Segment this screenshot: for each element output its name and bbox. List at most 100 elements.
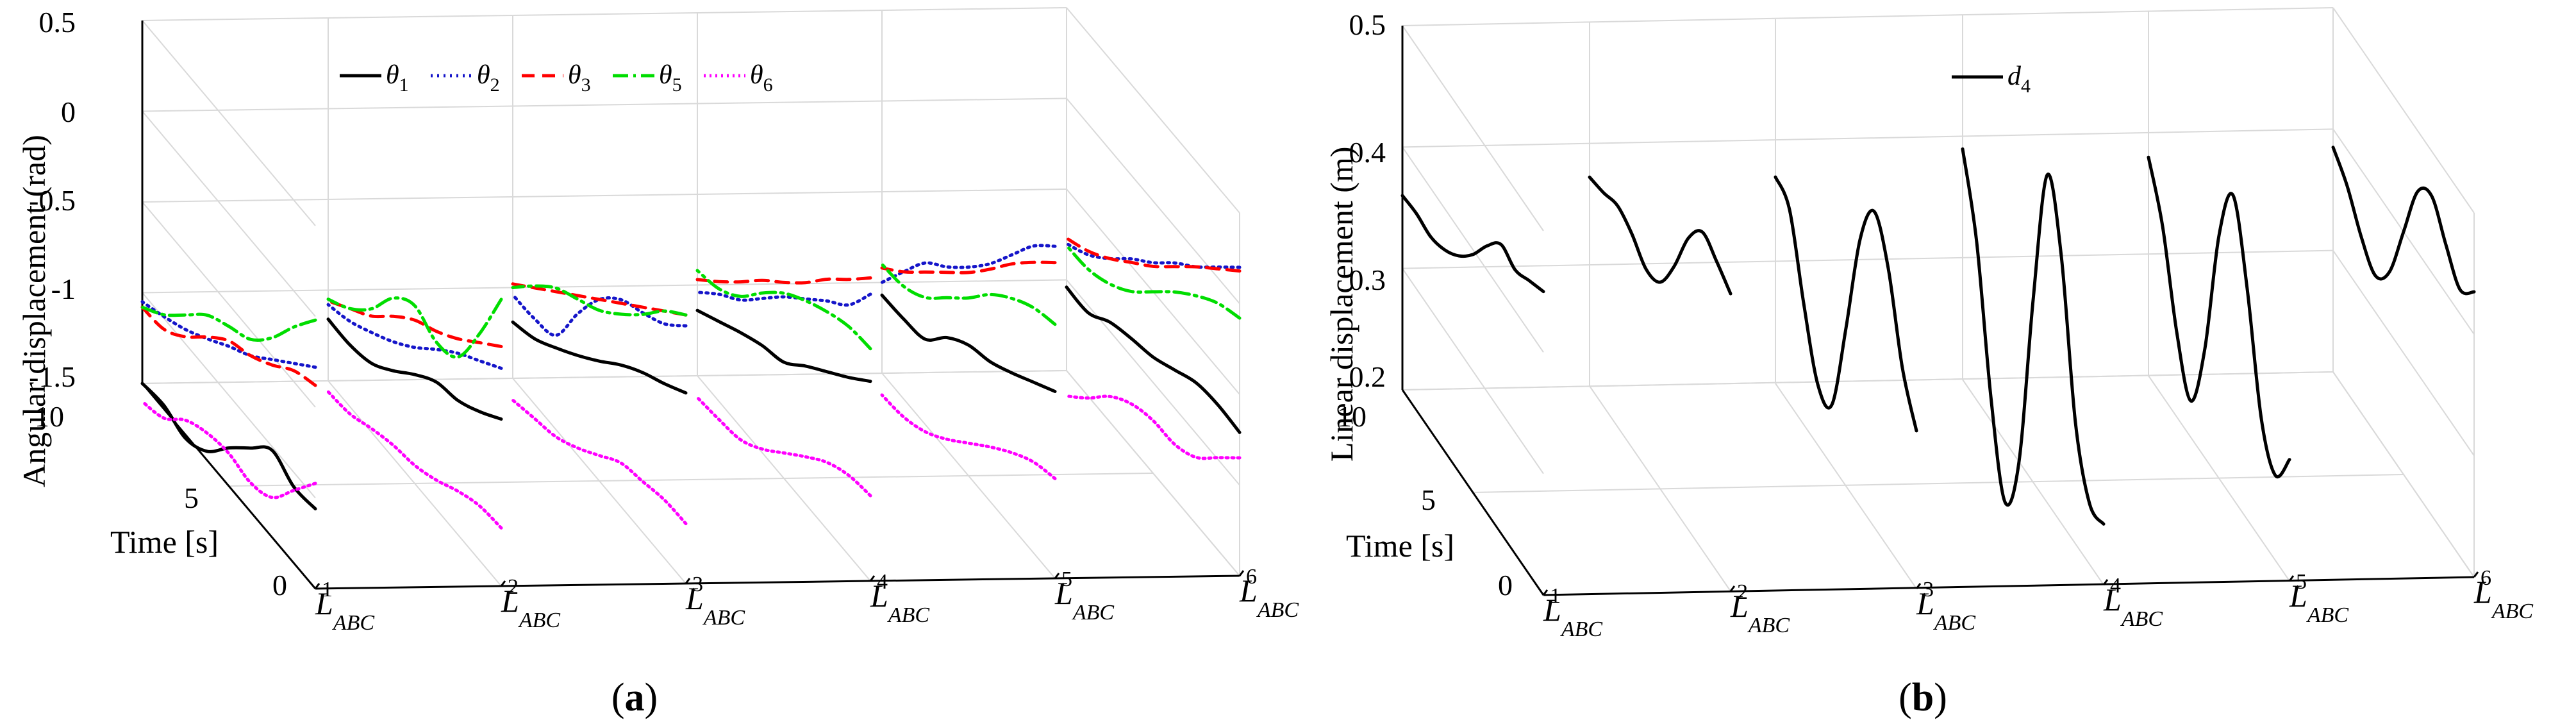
x-tick	[2288, 575, 2295, 582]
x-tick	[1542, 589, 1549, 596]
grid-line-side	[142, 110, 316, 317]
x-tick	[2102, 579, 2109, 585]
z-axis-title: Angular displacement (rad)	[16, 135, 52, 487]
series-line-theta6-cat3	[511, 398, 688, 526]
y-tick-label: 10	[1337, 400, 1367, 433]
category-label: LABC4	[870, 570, 929, 627]
panel-b-series	[1400, 146, 2476, 526]
series-line-d4-cat3	[1774, 175, 1918, 433]
legend: d4	[1952, 62, 2031, 97]
legend-label-theta2: θ2	[477, 60, 500, 96]
category-label: LABC2	[501, 575, 560, 632]
series-line-theta5-cat6	[1065, 244, 1242, 320]
category-label: LABC5	[1054, 567, 1114, 625]
z-tick-label: -1	[51, 273, 76, 305]
x-axis-line	[1543, 576, 2475, 596]
category-label: LABC1	[315, 578, 374, 635]
series-line-theta2-cat4	[695, 290, 872, 307]
series-line-theta1-cat2	[326, 317, 503, 421]
grid-line-back-horizontal	[142, 279, 1067, 294]
series-line-d4-cat6	[2331, 146, 2476, 296]
grid-line-floor	[1472, 474, 2404, 493]
category-label: LABC6	[1239, 565, 1299, 622]
y-axis-line	[1401, 389, 1545, 596]
chart-panel-a: 0.5 0 -0.5 -1 -1.5 10 5 0 Angular displa…	[16, 6, 1299, 719]
y-axis-title: Time [s]	[110, 524, 219, 560]
series-line-theta6-cat5	[880, 393, 1057, 480]
grid-line-side	[142, 292, 316, 499]
y-tick-label: 10	[35, 400, 64, 433]
x-axis-line	[315, 575, 1240, 590]
series-line-theta1-cat6	[1065, 285, 1242, 434]
panel-b-axes	[1401, 26, 2479, 596]
x-tick	[1729, 585, 1736, 592]
panel-label-a: (a)	[611, 676, 658, 719]
grid-line-side	[142, 20, 316, 226]
panel-label-b: (b)	[1899, 676, 1947, 719]
y-axis-title: Time [s]	[1346, 528, 1454, 564]
z-tick-label: 0.2	[1349, 360, 1386, 393]
series-line-theta3-cat5	[880, 260, 1057, 274]
z-tick-label: -1.5	[29, 360, 76, 393]
grid-line-side	[1066, 7, 1240, 214]
series-line-theta5-cat5	[880, 262, 1057, 326]
grid-line-side	[1402, 25, 1544, 231]
grid-line-back-horizontal	[142, 7, 1067, 21]
grid-line-floor	[228, 473, 1154, 487]
y-tick-label: 0	[1498, 569, 1513, 601]
series-line-theta1-cat3	[511, 320, 688, 395]
z-tick-label: 0.5	[39, 6, 76, 38]
z-tick-label: 0	[61, 96, 76, 128]
series-line-theta1-cat1	[140, 382, 317, 510]
series-line-theta2-cat6	[1065, 242, 1242, 269]
series-line-d4-cat5	[2147, 155, 2291, 479]
grid-line-side	[1066, 279, 1240, 486]
x-tick	[314, 583, 320, 589]
series-line-theta5-cat2	[326, 296, 503, 359]
panel-a-series	[140, 236, 1242, 530]
category-label: LABC1	[1543, 584, 1602, 641]
chart-panel-b: 0.5 0.4 0.3 0.2 10 5 0 Linear displaceme…	[1324, 7, 2533, 719]
series-line-theta3-cat4	[695, 276, 872, 285]
legend-label-theta6: θ6	[750, 60, 773, 96]
series-line-theta6-cat4	[695, 396, 872, 498]
series-line-theta1-cat4	[695, 308, 872, 383]
series-line-theta5-cat3	[511, 284, 688, 317]
grid-line-side	[1402, 146, 1544, 353]
series-line-theta5-cat1	[140, 305, 317, 342]
grid-line-back-horizontal	[1402, 249, 2334, 269]
grid-line-side	[2332, 250, 2475, 457]
grid-line-back-horizontal	[142, 189, 1067, 203]
series-line-theta5-cat4	[695, 269, 872, 351]
z-tick-label: 0.3	[1349, 264, 1386, 296]
series-line-d4-cat1	[1400, 194, 1545, 294]
category-label: LABC2	[1730, 580, 1790, 637]
y-tick-label: 0	[272, 569, 287, 601]
panel-b-grid	[1402, 7, 2475, 596]
series-line-theta2-cat5	[880, 244, 1057, 284]
z-tick-label: 0.4	[1349, 136, 1386, 169]
legend-label-theta3: θ3	[568, 60, 591, 96]
z-tick-label: 0.5	[1349, 8, 1386, 41]
grid-line-side	[142, 201, 316, 408]
y-tick-label: 5	[184, 482, 199, 514]
panel-a-category-labels: LABC1 LABC2 LABC3 LABC4 LABC5 LABC6	[315, 565, 1299, 635]
x-tick	[1054, 573, 1060, 579]
category-label: LABC4	[2103, 574, 2163, 631]
series-line-theta3-cat1	[140, 305, 317, 387]
z-tick-label: -0.5	[29, 184, 76, 217]
series-line-theta6-cat1	[140, 399, 317, 500]
series-line-theta3-cat3	[511, 282, 688, 317]
panel-b-category-labels: LABC1 LABC2 LABC3 LABC4 LABC5 LABC6	[1543, 566, 2533, 641]
category-label: LABC6	[2473, 566, 2533, 623]
series-line-theta2-cat2	[326, 303, 503, 370]
x-tick	[685, 578, 691, 584]
grid-line-side	[2332, 7, 2475, 214]
legend-label-theta5: θ5	[659, 60, 682, 96]
series-line-d4-cat4	[1961, 147, 2106, 526]
legend-label-theta1: θ1	[386, 60, 409, 96]
grid-line-floor	[1402, 371, 2334, 390]
series-line-theta1-cat5	[880, 293, 1057, 393]
grid-line-floor	[1775, 383, 1917, 589]
series-line-theta6-cat2	[326, 390, 503, 530]
